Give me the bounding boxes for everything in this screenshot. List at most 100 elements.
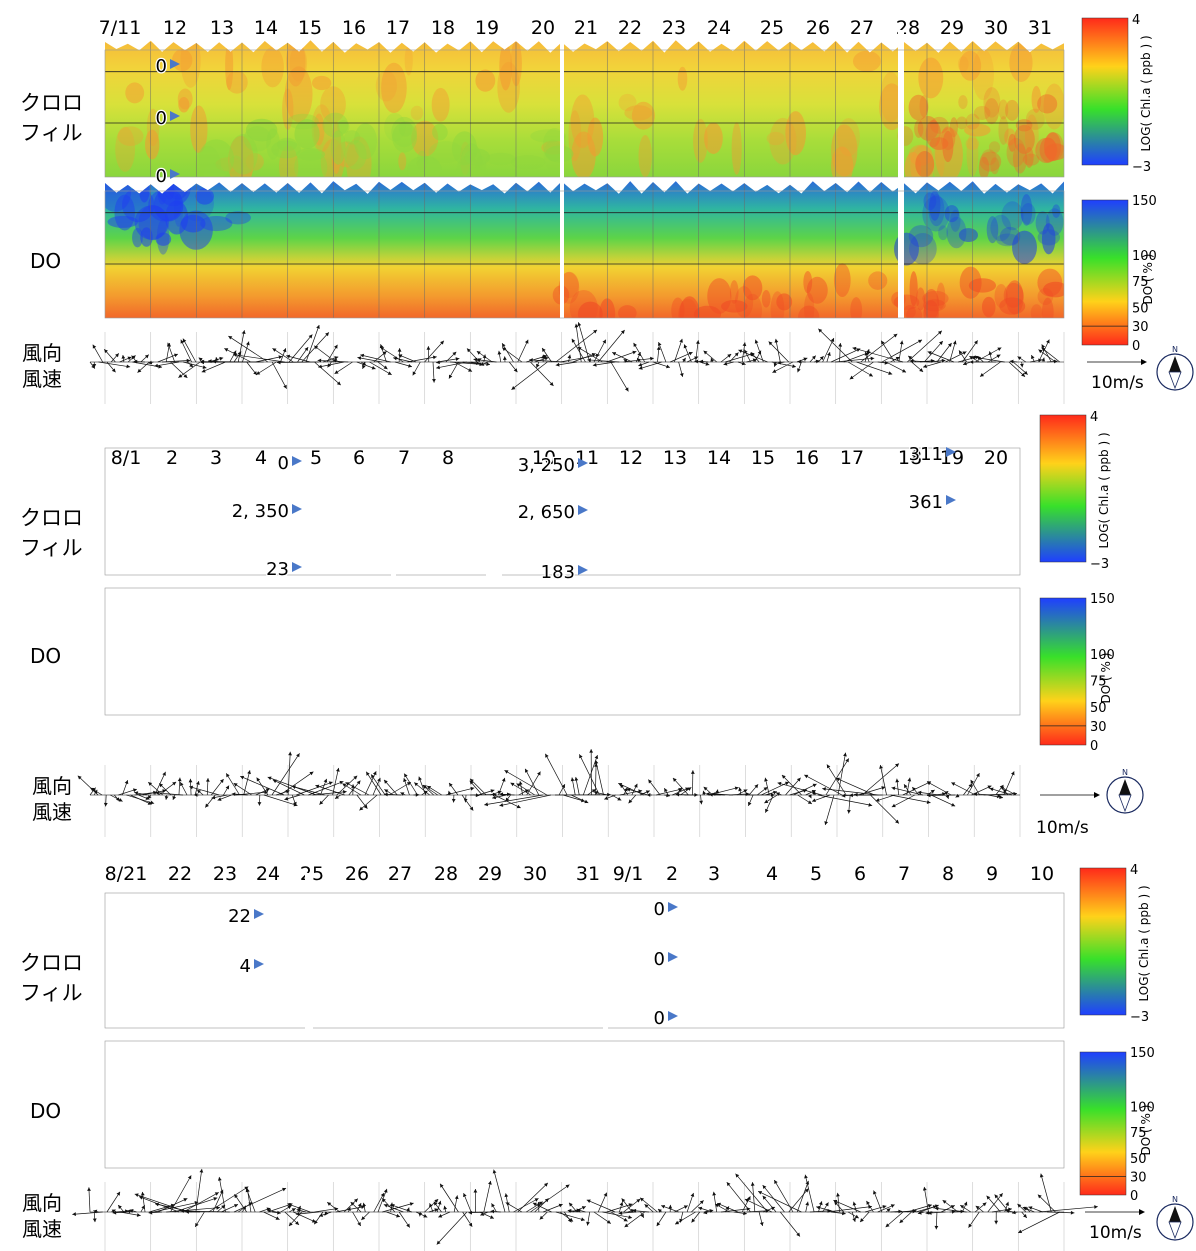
do-colorbar-tick-label: 75 [1132,275,1149,290]
date-tick-label: 22 [618,17,642,39]
wind-row-label-line2: 風速 [22,367,62,391]
do-colorbar: 150 100 75 50 30 0 DO ( % ) [1039,592,1115,754]
do-colorbar-tick-label: 30 [1090,720,1107,735]
date-tick-label: 13 [663,447,687,469]
chart-period-1: 7/11 12 13 14 15 16 17 18 19 20 21 22 23 24 25 26 27 28 29… [20,13,1194,404]
do-colorbar-tick-label: 30 [1130,1170,1147,1185]
do-colorbar-tick-label: 0 [1090,739,1098,754]
wind-row-label: 風向 [22,1191,62,1215]
do-heatmap-gridlines [105,580,1020,715]
do-colorbar-tick-label: 100 [1132,249,1157,264]
chl-colorbar: 4 −3 LOG( Chl.a ( ppb ) ) [1081,13,1153,175]
date-tick-label: 31 [576,863,600,885]
depth-marker-value: 0 [278,453,289,474]
date-tick-label: 16 [795,447,819,469]
do-colorbar-title: DO ( % ) [1099,653,1113,704]
depth-markers: 0 2, 350 23 3, 250 2, 650 183 311 361 [230,443,956,584]
date-tick-label: 21 [574,17,598,39]
date-axis: 8/1234567891011121314151617181920 [111,447,1008,469]
date-tick-label: 29 [940,17,964,39]
do-colorbar-tick-label: 75 [1090,674,1107,689]
do-colorbar-tick-label: 75 [1130,1126,1147,1141]
chl-colorbar-max-label: 4 [1130,863,1138,878]
depth-marker-value: 0 [654,949,665,970]
date-tick-label: 24 [256,863,280,885]
wind-row-label-line2: 風速 [32,800,72,824]
chlorophyll-row-label: クロロ [20,506,83,530]
depth-marker-value: 2, 350 [232,501,289,522]
date-tick-label: 15 [751,447,775,469]
date-tick-label: 8/1 [111,447,142,469]
chlorophyll-row-label-line2: フィル [20,536,83,560]
date-tick-label: 9/1 [613,863,644,885]
wind-row-label-line2: 風速 [22,1217,62,1241]
date-tick-label: 7 [398,447,410,469]
date-tick-label: 26 [806,17,830,39]
chlorophyll-row-label-line2: フィル [20,981,83,1005]
depth-marker-icon [254,909,264,919]
wind-scale-label: 10m/s [1036,818,1089,838]
chlorophyll-row-label: クロロ [20,91,83,115]
date-tick-label: 30 [523,863,547,885]
depth-marker-value: 23 [266,559,289,580]
do-colorbar: 150 100 75 50 30 0 DO ( % ) [1079,1046,1155,1204]
depth-marker-icon [292,504,302,514]
date-tick-label: 4 [766,863,778,885]
chl-colorbar-min-label: −3 [1132,160,1151,175]
do-colorbar-title: DO ( % ) [1141,254,1155,305]
date-tick-label: 28 [434,863,458,885]
depth-marker-icon [170,59,180,69]
compass-icon: N [1156,345,1194,391]
depth-marker-value: 0 [156,166,167,187]
depth-marker-value: 4 [240,956,251,977]
depth-marker-icon [292,456,302,466]
date-tick-label: 8 [942,863,954,885]
compass-north-label: N [1172,345,1178,354]
date-tick-label: 27 [850,17,874,39]
do-row-label: DO [30,249,61,273]
do-colorbar-tick-label: 150 [1132,194,1157,209]
date-tick-label: 2 [666,863,678,885]
wind-vector-plot [89,322,1065,404]
compass-icon: N [1156,1195,1194,1241]
depth-marker-icon [668,952,678,962]
do-colorbar-title: DO ( % ) [1139,1105,1153,1156]
date-tick-label: 23 [662,17,686,39]
do-colorbar-tick-label: 0 [1132,339,1140,354]
depth-marker-icon [578,565,588,575]
chl-colorbar-title: LOG( Chl.a ( ppb ) ) [1137,885,1151,1001]
do-colorbar-tick-label: 50 [1132,301,1149,316]
depth-marker-icon [170,111,180,121]
depth-marker-value: 183 [541,562,575,583]
date-tick-label: 3 [708,863,720,885]
chart-period-3: 8/21222324252627282930319/12345678910クロロ… [20,863,1194,1251]
date-tick-label: 19 [475,17,499,39]
date-tick-label: 6 [854,863,866,885]
date-tick-label: 2 [166,447,178,469]
date-tick-label: 8/21 [105,863,148,885]
compass-icon: N [1106,768,1144,814]
chl-colorbar-title: LOG( Chl.a ( ppb ) ) [1139,35,1153,151]
chart-period-2: 8/1234567891011121314151617181920クロロフィルD… [20,410,1144,838]
wind-scale-label: 10m/s [1089,1223,1142,1243]
date-tick-label: 5 [310,447,322,469]
depth-marker-icon [946,447,956,457]
depth-marker-icon [292,562,302,572]
chlorophyll-row-label-line2: フィル [20,121,83,145]
date-tick-label: 31 [1028,17,1052,39]
depth-marker-value: 0 [156,108,167,129]
date-tick-label: 16 [342,17,366,39]
date-tick-label: 8 [442,447,454,469]
chl-colorbar-title: LOG( Chl.a ( ppb ) ) [1097,432,1111,548]
date-tick-label: 7 [898,863,910,885]
date-tick-label: 23 [213,863,237,885]
do-colorbar-tick-label: 0 [1130,1189,1138,1204]
depth-marker-value: 3, 250 [518,455,575,476]
chlorophyll-heatmap [105,40,1064,178]
date-tick-label: 17 [840,447,864,469]
wind-scale: 10m/s [1085,1209,1145,1243]
chl-colorbar: 4 −3 LOG( Chl.a ( ppb ) ) [1079,863,1151,1025]
date-tick-label: 22 [168,863,192,885]
date-tick-label: 9 [986,863,998,885]
date-tick-label: 29 [478,863,502,885]
